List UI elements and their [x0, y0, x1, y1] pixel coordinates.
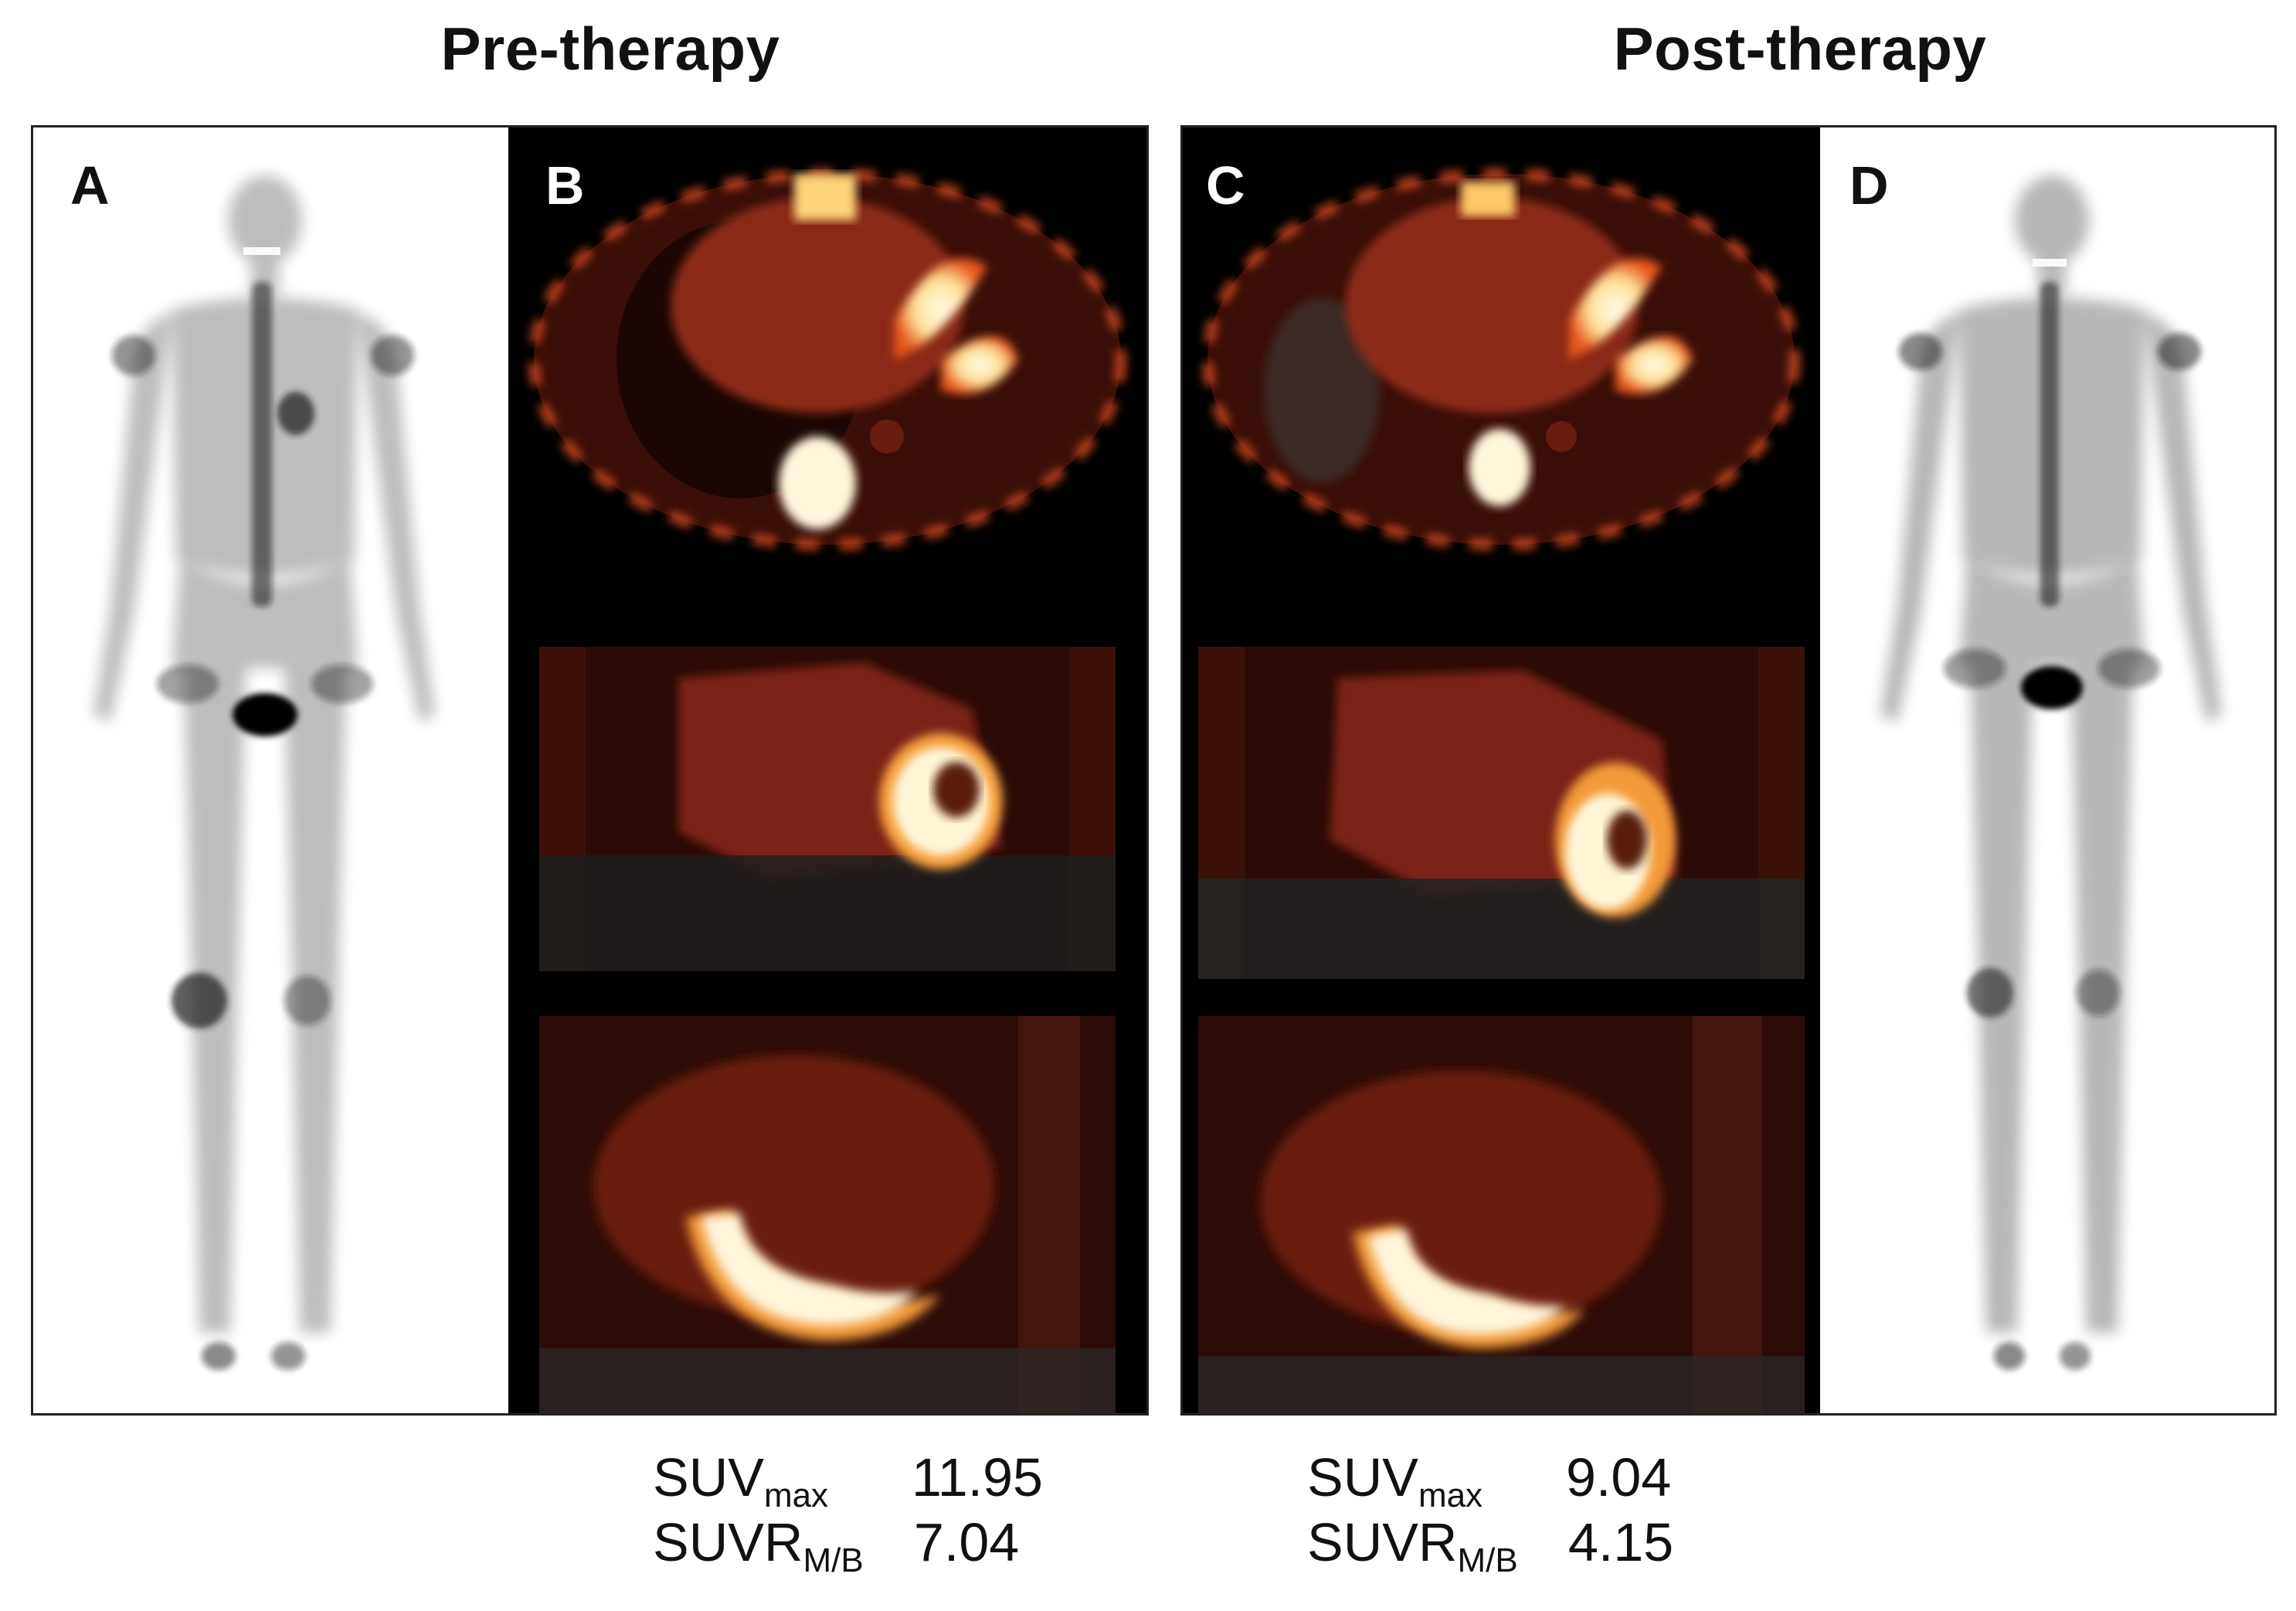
- sagittal-slice-post: [1198, 1016, 1805, 1413]
- post-therapy-heading: Post-therapy: [1613, 15, 1987, 83]
- panel-c-pet-ct: C: [1183, 127, 1820, 1413]
- pre-therapy-metrics: SUVmax 11.95 SUVRM/B 7.04: [653, 1445, 1085, 1579]
- panel-d-whole-body-scan: D: [1820, 127, 2274, 1413]
- coronal-slice-pre: [539, 647, 1116, 971]
- pre-suvmax-value: 11.95: [912, 1447, 1043, 1507]
- panel-a-whole-body-scan: A: [33, 127, 508, 1413]
- pre-suvmax-row: SUVmax 11.95: [653, 1445, 1085, 1514]
- pre-therapy-heading: Pre-therapy: [440, 15, 780, 83]
- axial-slice-post: [1183, 127, 1820, 560]
- panel-a-label: A: [70, 155, 110, 216]
- post-suvmax-value: 9.04: [1566, 1447, 1672, 1507]
- panel-b-label: B: [545, 155, 585, 216]
- post-therapy-frame: [1180, 125, 2277, 1416]
- panel-b-pet-ct: B: [508, 127, 1146, 1413]
- post-suvr-label: SUVRM/B: [1307, 1512, 1518, 1579]
- pre-suvr-value: 7.04: [914, 1512, 1020, 1572]
- post-suvmax-row: SUVmax 9.04: [1307, 1445, 1740, 1514]
- post-suvr-value: 4.15: [1568, 1512, 1674, 1572]
- pre-suvr-row: SUVRM/B 7.04: [653, 1510, 1085, 1579]
- whole-body-figure-pre: [93, 175, 435, 1370]
- pre-therapy-frame: [31, 125, 1149, 1416]
- panel-c-label: C: [1206, 155, 1245, 216]
- whole-body-figure-post: [1880, 175, 2222, 1370]
- panel-d-label: D: [1849, 155, 1889, 216]
- pre-suvmax-label: SUVmax: [653, 1447, 829, 1514]
- coronal-slice-post: [1198, 647, 1805, 979]
- pre-suvr-label: SUVRM/B: [653, 1512, 864, 1579]
- post-suvmax-label: SUVmax: [1307, 1447, 1483, 1514]
- sagittal-slice-pre: [539, 1016, 1116, 1413]
- post-therapy-metrics: SUVmax 9.04 SUVRM/B 4.15: [1307, 1445, 1740, 1579]
- post-suvr-row: SUVRM/B 4.15: [1307, 1510, 1740, 1579]
- axial-slice-pre: [508, 127, 1146, 560]
